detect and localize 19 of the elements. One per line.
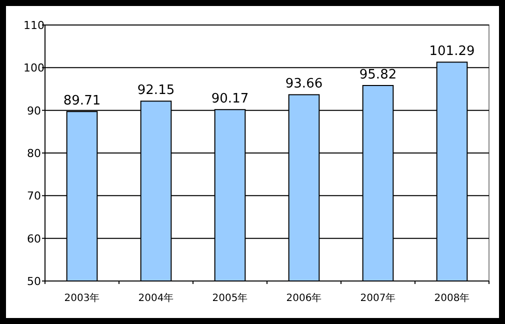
x-tick-label: 2003年	[64, 292, 100, 304]
x-tick-label: 2007年	[360, 292, 396, 304]
data-label: 101.29	[429, 44, 475, 60]
data-label: 95.82	[359, 68, 397, 82]
y-tick-label: 60	[27, 232, 41, 246]
x-tick-label: 2004年	[138, 292, 174, 304]
data-label: 93.66	[285, 76, 323, 92]
x-tick-label: 2005年	[212, 292, 248, 304]
data-label: 90.17	[211, 92, 249, 107]
y-tick-label: 90	[27, 104, 41, 118]
y-tick-label: 110	[24, 19, 44, 32]
x-tick-label: 2006年	[286, 292, 322, 304]
x-tick-label: 2008年	[434, 292, 470, 304]
y-tick-label: 100	[24, 62, 44, 75]
y-tick-label: 70	[27, 190, 41, 203]
y-tick-label: 50	[27, 275, 41, 288]
y-tick-label: 80	[27, 147, 41, 160]
data-label: 89.71	[63, 94, 101, 109]
data-label: 92.15	[137, 83, 175, 98]
